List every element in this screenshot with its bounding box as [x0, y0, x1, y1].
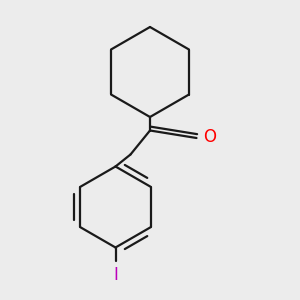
- Text: I: I: [113, 266, 118, 284]
- Text: O: O: [203, 128, 216, 146]
